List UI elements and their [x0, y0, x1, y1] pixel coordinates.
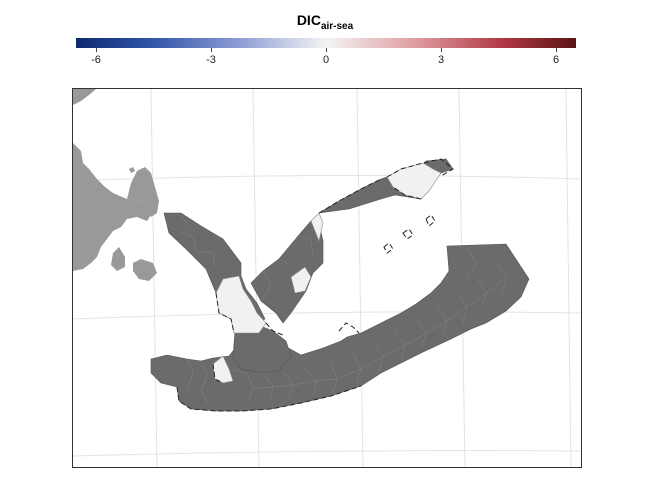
colorbar-tick	[326, 48, 327, 52]
land-islet	[129, 167, 135, 173]
colorbar-tick-label: -3	[206, 54, 216, 66]
colorbar-tick-label: 6	[552, 54, 560, 66]
legend-title-subscript: air-sea	[320, 21, 354, 32]
legend-title: DICair-sea	[0, 12, 650, 32]
map-panel	[72, 88, 582, 468]
shoal-outline-3	[425, 214, 436, 227]
near-zero-cell-channel	[290, 266, 312, 294]
shoal-outline-2	[402, 228, 414, 240]
cell-lines	[178, 188, 508, 406]
colorbar	[76, 38, 576, 48]
central-channel-region	[250, 220, 324, 324]
shoal-outline-1	[383, 242, 394, 254]
colorbar-tick	[441, 48, 442, 52]
colorbar-tick	[96, 48, 97, 52]
northeast-gulf-region	[318, 158, 454, 214]
land-cape	[127, 167, 159, 217]
legend-title-main: DIC	[296, 12, 321, 28]
region-boundary	[176, 158, 454, 412]
near-zero-cell-south	[212, 355, 234, 384]
land-island-west	[111, 247, 125, 271]
land	[73, 89, 159, 281]
region-fill	[150, 158, 530, 412]
near-zero-cell-strip	[310, 212, 324, 243]
near-zero-cells	[212, 162, 442, 384]
land-island-east	[133, 259, 157, 281]
land-north-coast	[73, 89, 96, 105]
map-canvas	[73, 89, 581, 467]
land-mainland	[73, 143, 151, 271]
colorbar-tick	[211, 48, 212, 52]
colorbar-tick-label: 0	[322, 54, 330, 66]
colorbar-tick	[556, 48, 557, 52]
colorbar-tick-label: -6	[91, 54, 101, 66]
colorbar-tick-label: 3	[437, 54, 445, 66]
